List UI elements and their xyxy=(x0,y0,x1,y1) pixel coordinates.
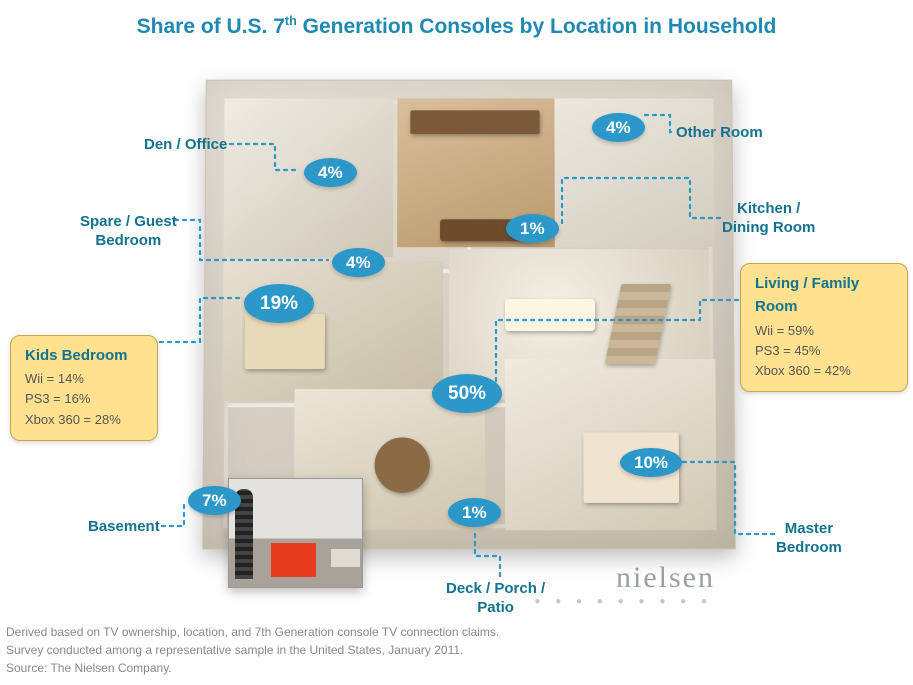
furniture-icon xyxy=(375,437,430,492)
callout-kids-bedroom: Kids Bedroom Wii = 14% PS3 = 16% Xbox 36… xyxy=(10,335,158,441)
callout-line: PS3 = 16% xyxy=(25,389,143,409)
callout-line: Xbox 360 = 42% xyxy=(755,361,893,381)
pct-badge-master-bedroom: 10% xyxy=(620,448,682,477)
callout-title: Kids Bedroom xyxy=(25,344,143,367)
callout-line: Wii = 59% xyxy=(755,321,893,341)
pct-badge-basement: 7% xyxy=(188,486,241,515)
pct-badge-spare-guest: 4% xyxy=(332,248,385,277)
callout-living-family: Living / Family Room Wii = 59% PS3 = 45%… xyxy=(740,263,908,392)
brand-dots-icon: ● ● ● ● ● ● ● ● ● xyxy=(534,596,713,607)
room-label-deck-porch: Deck / Porch /Patio xyxy=(446,580,545,618)
footer-line: Source: The Nielsen Company. xyxy=(6,659,499,677)
room-label-kitchen-dining: Kitchen /Dining Room xyxy=(722,200,815,238)
room-label-spare-guest: Spare / GuestBedroom xyxy=(80,213,177,251)
brand-logo: nielsen xyxy=(616,561,715,595)
pct-badge-other-room: 4% xyxy=(592,113,645,142)
callout-line: Xbox 360 = 28% xyxy=(25,410,143,430)
furniture-icon xyxy=(410,110,539,134)
page-title: Share of U.S. 7th Generation Consoles by… xyxy=(0,14,913,39)
pct-badge-deck-porch: 1% xyxy=(448,498,501,527)
callout-line: Wii = 14% xyxy=(25,369,143,389)
room-label-other-room: Other Room xyxy=(676,124,763,143)
pct-badge-living-family: 50% xyxy=(432,374,502,413)
room-label-master-bedroom: MasterBedroom xyxy=(776,520,842,558)
furniture-icon xyxy=(505,299,595,331)
room-label-den-office: Den / Office xyxy=(144,136,227,155)
pct-badge-kitchen-dining: 1% xyxy=(506,214,559,243)
footer-notes: Derived based on TV ownership, location,… xyxy=(6,623,499,677)
footer-line: Survey conducted among a representative … xyxy=(6,641,499,659)
callout-line: PS3 = 45% xyxy=(755,341,893,361)
room-label-basement: Basement xyxy=(88,518,160,537)
pct-badge-den-office: 4% xyxy=(304,158,357,187)
footer-line: Derived based on TV ownership, location,… xyxy=(6,623,499,641)
callout-title: Living / Family Room xyxy=(755,272,893,319)
pct-badge-kids-bedroom: 19% xyxy=(244,284,314,323)
basement-inset-image xyxy=(228,478,363,588)
